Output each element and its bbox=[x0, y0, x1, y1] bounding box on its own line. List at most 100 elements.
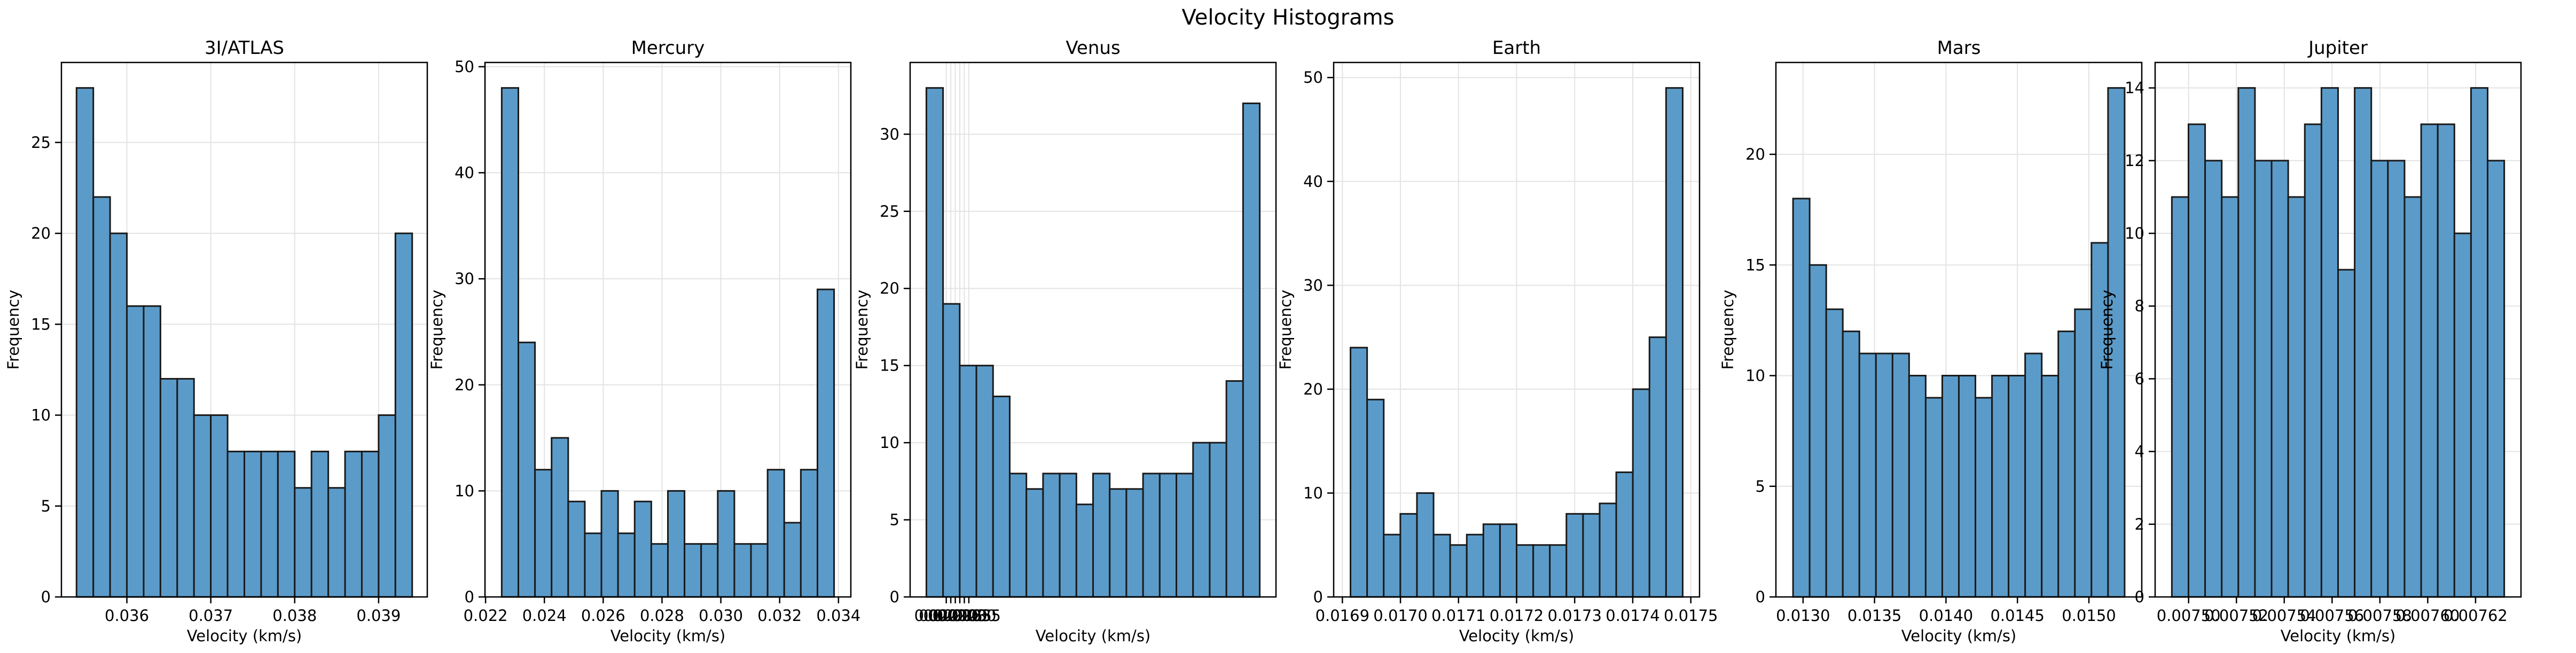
y-tick-label: 10 bbox=[31, 406, 51, 424]
histogram-bar bbox=[2237, 87, 2256, 598]
x-tick-label: 0.00756 bbox=[2300, 607, 2364, 625]
x-axis-label: Velocity (km/s) bbox=[187, 627, 302, 645]
y-tick-label: 14 bbox=[2125, 79, 2144, 97]
x-tick-label: 0.00762 bbox=[2444, 607, 2508, 625]
x-tick-label: 0.00752 bbox=[2204, 607, 2268, 625]
histogram-bar bbox=[1582, 513, 1601, 598]
histogram-bar bbox=[2304, 123, 2322, 598]
histogram-bar bbox=[1908, 375, 1927, 598]
histogram-bar bbox=[277, 451, 296, 598]
y-axis-label: Frequency bbox=[428, 290, 446, 370]
histogram-bar bbox=[92, 196, 111, 598]
histogram-bar bbox=[733, 543, 752, 598]
histogram-bar bbox=[925, 87, 944, 598]
histogram-bar bbox=[1399, 513, 1418, 598]
x-tick-label: 0.02010 bbox=[914, 607, 978, 625]
histogram-bar bbox=[617, 532, 636, 598]
y-tick-label: 2 bbox=[2135, 515, 2144, 533]
x-tick-label: 0.038 bbox=[272, 607, 317, 625]
y-axis-label: Frequency bbox=[1719, 290, 1737, 370]
histogram-bar bbox=[1242, 103, 1261, 598]
x-axis-label: Velocity (km/s) bbox=[1901, 627, 2017, 645]
y-tick-label: 12 bbox=[2125, 152, 2144, 170]
histogram-bar bbox=[1532, 544, 1551, 598]
histogram-bar bbox=[244, 451, 262, 598]
panel-title: Venus bbox=[1066, 37, 1120, 59]
x-tick-label: 0.02035 bbox=[937, 607, 1001, 625]
histogram-bar bbox=[1209, 442, 1227, 598]
histogram-bar bbox=[1599, 502, 1617, 598]
histogram-bar bbox=[1466, 533, 1484, 598]
histogram-bar bbox=[1142, 473, 1161, 598]
histogram-bar bbox=[1615, 471, 1634, 598]
histogram-bar bbox=[2221, 196, 2240, 598]
histogram-bar bbox=[551, 437, 569, 598]
histogram-bar bbox=[1482, 523, 1501, 598]
y-tick-label: 10 bbox=[455, 482, 474, 500]
histogram-bar bbox=[517, 341, 536, 598]
panel-title: Earth bbox=[1492, 37, 1541, 59]
y-tick-label: 10 bbox=[2125, 224, 2144, 242]
y-tick-label: 25 bbox=[31, 133, 51, 152]
histogram-bar bbox=[700, 543, 719, 598]
histogram-bar bbox=[1192, 442, 1211, 598]
y-tick-label: 8 bbox=[2135, 297, 2144, 315]
y-tick-label: 5 bbox=[1756, 477, 1765, 495]
histogram-bar bbox=[1958, 375, 1977, 598]
x-tick-label: 0.032 bbox=[757, 607, 802, 625]
histogram-bar bbox=[310, 451, 330, 598]
x-tick-label: 0.02025 bbox=[928, 607, 992, 625]
y-tick-label: 30 bbox=[1303, 276, 1323, 294]
axes-frame bbox=[909, 61, 1277, 598]
histogram-bar bbox=[344, 451, 363, 598]
histogram-bar bbox=[126, 305, 145, 598]
histogram-bar bbox=[959, 365, 977, 598]
x-tick-label: 0.0130 bbox=[1776, 607, 1830, 625]
histogram-bar bbox=[567, 500, 586, 598]
histogram-bar bbox=[584, 532, 602, 598]
y-tick-label: 20 bbox=[1745, 145, 1765, 163]
histogram-bar bbox=[800, 469, 819, 598]
histogram-bar bbox=[534, 469, 553, 598]
histogram-bar bbox=[2204, 160, 2223, 598]
histogram-bar bbox=[1875, 352, 1893, 598]
y-tick-label: 10 bbox=[1745, 367, 1765, 385]
y-tick-label: 25 bbox=[880, 202, 899, 221]
histogram-panel: 0.0169 0.0170 0.0171 0.0172 0.0173 0.0174 0.01… bbox=[1277, 37, 1718, 645]
y-tick-label: 20 bbox=[880, 279, 899, 297]
y-tick-label: 0 bbox=[41, 588, 51, 606]
x-axis-label: Velocity (km/s) bbox=[1036, 627, 1151, 645]
y-tick-label: 30 bbox=[455, 270, 474, 288]
histogram-bar bbox=[2470, 87, 2489, 598]
histogram-bar bbox=[210, 414, 229, 598]
y-tick-label: 0 bbox=[1756, 588, 1765, 606]
histogram-bar bbox=[143, 305, 161, 598]
x-tick-label: 0.028 bbox=[640, 607, 684, 625]
axes-frame bbox=[2154, 61, 2522, 598]
histogram-bar bbox=[1416, 492, 1435, 598]
histogram-bar bbox=[109, 232, 128, 598]
x-tick-label: 0.00760 bbox=[2395, 607, 2460, 625]
x-axis-label: Velocity (km/s) bbox=[2281, 627, 2396, 645]
histogram-bar bbox=[2074, 308, 2093, 598]
histogram-panel: 0.007500.007520.007540.007560.007580.007… bbox=[2098, 37, 2522, 645]
histogram-bar bbox=[2107, 87, 2126, 598]
histogram-bar bbox=[2008, 375, 2026, 598]
y-tick-label: 0 bbox=[2135, 588, 2144, 606]
x-tick-label: 0.02030 bbox=[933, 607, 997, 625]
histogram-bar bbox=[2287, 196, 2306, 598]
histogram-bar bbox=[378, 414, 396, 598]
histogram-bar bbox=[294, 487, 312, 598]
x-tick-label: 0.0135 bbox=[1847, 607, 1901, 625]
panel-title: Mercury bbox=[631, 37, 705, 59]
y-tick-label: 10 bbox=[880, 434, 899, 452]
histogram-bar bbox=[2187, 123, 2206, 598]
y-tick-label: 30 bbox=[880, 125, 899, 143]
y-tick-label: 10 bbox=[1303, 484, 1323, 502]
figure-title: Velocity Histograms bbox=[1181, 5, 1395, 30]
histogram-bar bbox=[1383, 533, 1401, 598]
y-axis-label: Frequency bbox=[1277, 290, 1295, 370]
histogram-bar bbox=[159, 377, 178, 598]
histogram-bar bbox=[1059, 473, 1077, 598]
